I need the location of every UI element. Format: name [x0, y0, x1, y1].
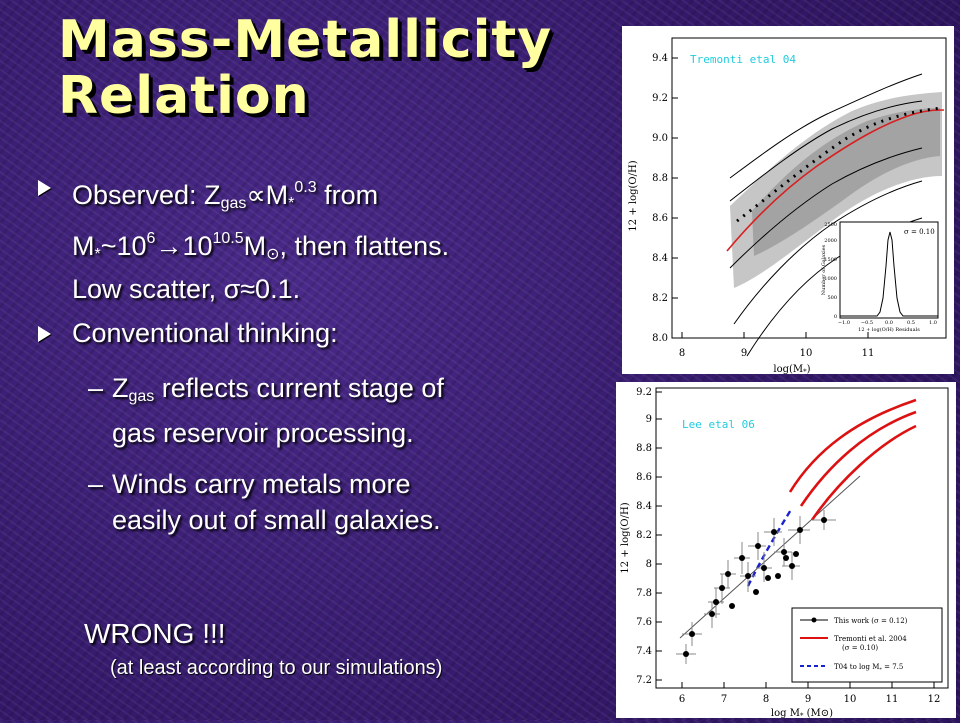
svg-text:8.2: 8.2 — [636, 530, 652, 541]
svg-text:8.0: 8.0 — [652, 333, 668, 344]
svg-text:Number of Galaxies: Number of Galaxies — [821, 244, 827, 295]
bullet-conventional-text: Conventional thinking: — [72, 318, 338, 348]
bullet-observed-text: Observed: Zgas∝M*0.3 from M*~106→1010.5M… — [72, 170, 449, 307]
svg-text:8.6: 8.6 — [652, 213, 668, 224]
svg-text:8.6: 8.6 — [636, 472, 652, 483]
svg-text:10: 10 — [800, 348, 813, 359]
svg-text:7.2: 7.2 — [636, 675, 652, 686]
bullet-marker-icon — [38, 180, 51, 196]
tremonti-fit-line — [726, 109, 945, 252]
svg-text:0: 0 — [834, 314, 837, 320]
figure-lee-svg: 7.2 7.4 7.6 7.8 8 8.2 8.4 8.6 8.8 9 9.2 … — [620, 387, 949, 720]
svg-text:8.4: 8.4 — [652, 253, 668, 264]
lee-x-ticks: 6 7 8 9 10 11 12 — [679, 682, 941, 705]
svg-text:9.0: 9.0 — [652, 133, 668, 144]
svg-text:7.8: 7.8 — [636, 588, 652, 599]
svg-text:500: 500 — [827, 295, 837, 301]
svg-text:9: 9 — [805, 694, 811, 705]
svg-text:12: 12 — [928, 694, 941, 705]
lee-data-markers — [683, 517, 827, 657]
svg-text:11: 11 — [886, 694, 899, 705]
conclusion-note: (at least according to our simulations) — [110, 657, 443, 679]
svg-text:7.4: 7.4 — [636, 646, 652, 657]
bullet-observed-line2: M*~106→1010.5M⊙, then flattens. — [72, 230, 450, 263]
tremonti-y-ticks: 8.0 8.2 8.4 8.6 8.8 9.0 9.2 9.4 — [652, 53, 678, 344]
svg-text:6: 6 — [679, 694, 685, 705]
svg-text:8.8: 8.8 — [652, 173, 668, 184]
tremonti-citation: Tremonti etal 04 — [690, 53, 796, 66]
tremonti-scatter-cloud — [730, 92, 942, 288]
svg-text:9: 9 — [741, 348, 747, 359]
svg-text:9.2: 9.2 — [636, 387, 652, 398]
svg-text:12 + log(O/H) Residuals: 12 + log(O/H) Residuals — [858, 326, 920, 333]
svg-text:0.5: 0.5 — [907, 320, 915, 326]
slide-title-line2: Relation — [58, 66, 310, 126]
svg-text:8.2: 8.2 — [652, 293, 668, 304]
figure-tremonti: 8.0 8.2 8.4 8.6 8.8 9.0 9.2 9.4 8 9 10 1… — [622, 26, 954, 376]
bullet-observed-line1: Observed: Zgas∝M*0.3 from — [72, 179, 379, 212]
svg-text:8: 8 — [646, 559, 652, 570]
slide-title: Mass-Metallicity Relation — [58, 12, 552, 124]
tremonti-inset-histogram: σ = 0.10 0 500 1000 1500 2000 2500 −1.0 … — [821, 221, 939, 333]
svg-text:1000: 1000 — [824, 276, 837, 282]
slide-title-line1: Mass-Metallicity — [58, 10, 553, 70]
lee-y-label: 12 + log(O/H) — [620, 502, 631, 573]
tremonti-x-ticks: 8 9 10 11 — [679, 332, 875, 359]
svg-text:1.0: 1.0 — [929, 320, 937, 326]
sub-item-winds-text: Winds carry metals more easily out of sm… — [112, 469, 441, 535]
lee-legend-this-work: This work (σ = 0.12) — [834, 617, 908, 625]
svg-text:−0.5: −0.5 — [861, 320, 873, 326]
lee-legend-tremonti-note: (σ = 0.10) — [842, 644, 878, 652]
svg-text:10: 10 — [844, 694, 857, 705]
svg-text:8: 8 — [763, 694, 769, 705]
figure-tremonti-svg: 8.0 8.2 8.4 8.6 8.8 9.0 9.2 9.4 8 9 10 1… — [628, 37, 947, 376]
lee-x-label: log M* (M⊙) — [771, 708, 833, 718]
svg-text:1500: 1500 — [824, 257, 837, 263]
svg-text:8.8: 8.8 — [636, 443, 652, 454]
lee-tremonti-curves — [788, 398, 917, 521]
bullet-observed-line3: Low scatter, σ≈0.1. — [72, 274, 301, 304]
sub-item-dash: – — [88, 469, 104, 499]
sub-item-zgas-text: Zgas reflects current stage of gas reser… — [112, 373, 444, 448]
sub-item-dash: – — [88, 373, 104, 403]
svg-text:2000: 2000 — [824, 238, 837, 244]
inset-sigma-label: σ = 0.10 — [904, 228, 935, 236]
svg-text:9.2: 9.2 — [652, 93, 668, 104]
svg-text:9.4: 9.4 — [652, 53, 668, 64]
tremonti-x-label: log(M*) — [773, 364, 810, 374]
svg-text:11: 11 — [862, 348, 875, 359]
svg-text:−1.0: −1.0 — [838, 320, 850, 326]
svg-text:8.4: 8.4 — [636, 501, 652, 512]
svg-text:0.0: 0.0 — [885, 320, 893, 326]
lee-t04-extension — [746, 507, 794, 587]
lee-citation: Lee etal 06 — [682, 418, 755, 431]
lee-y-ticks: 7.2 7.4 7.6 7.8 8 8.2 8.4 8.6 8.8 9 9.2 — [636, 387, 662, 686]
svg-text:2500: 2500 — [824, 222, 837, 228]
conclusion-wrong: WRONG !!! — [84, 618, 226, 649]
lee-linear-fit — [679, 475, 861, 639]
bullet-marker-icon — [38, 326, 51, 342]
lee-legend-tremonti: Tremonti et al. 2004 — [834, 635, 907, 643]
svg-text:8: 8 — [679, 348, 685, 359]
svg-text:7.6: 7.6 — [636, 617, 652, 628]
svg-text:7: 7 — [721, 694, 727, 705]
figure-lee: 7.2 7.4 7.6 7.8 8 8.2 8.4 8.6 8.8 9 9.2 … — [616, 382, 956, 720]
svg-text:9: 9 — [646, 414, 652, 425]
lee-legend-t04: T04 to log M* = 7.5 — [834, 663, 903, 673]
tremonti-y-label: 12 + log(O/H) — [628, 160, 639, 231]
lee-legend: This work (σ = 0.12) Tremonti et al. 200… — [791, 607, 943, 683]
tremonti-median-dots — [736, 106, 943, 223]
